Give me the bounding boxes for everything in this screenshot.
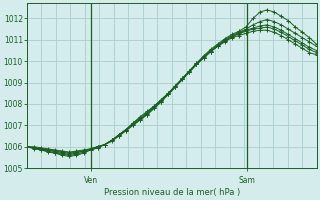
X-axis label: Pression niveau de la mer( hPa ): Pression niveau de la mer( hPa )	[104, 188, 240, 197]
